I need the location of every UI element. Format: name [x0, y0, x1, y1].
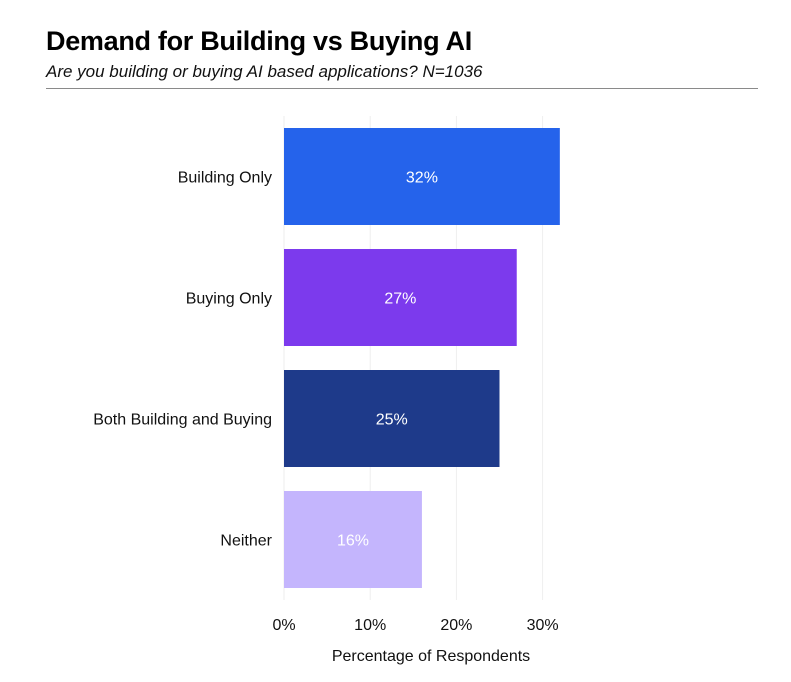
bar-neither [284, 491, 422, 588]
data-label: 25% [376, 412, 408, 429]
bar-building-only [284, 128, 560, 225]
category-labels: Building Only Buying Only Both Building an… [93, 170, 272, 550]
category-label: Both Building and Buying [93, 412, 272, 429]
x-tick-label: 30% [527, 617, 559, 634]
data-label: 16% [337, 533, 369, 550]
data-label: 27% [384, 291, 416, 308]
bar-both-building-and-buying [284, 370, 500, 467]
x-tick-labels: 0% 10% 20% 30% [272, 617, 558, 634]
x-tick-label: 10% [354, 617, 386, 634]
category-label: Neither [220, 533, 272, 550]
x-axis-title: Percentage of Respondents [332, 648, 530, 665]
category-label: Building Only [178, 170, 272, 187]
x-tick-label: 0% [272, 617, 295, 634]
title-divider [46, 88, 758, 89]
category-label: Buying Only [186, 291, 272, 308]
bar-buying-only [284, 249, 517, 346]
x-tick-label: 20% [440, 617, 472, 634]
chart-subtitle: Are you building or buying AI based appl… [46, 62, 483, 81]
chart-title: Demand for Building vs Buying AI [46, 26, 472, 56]
bars: 32% 27% 25% 16% [284, 128, 560, 588]
data-label: 32% [406, 170, 438, 187]
